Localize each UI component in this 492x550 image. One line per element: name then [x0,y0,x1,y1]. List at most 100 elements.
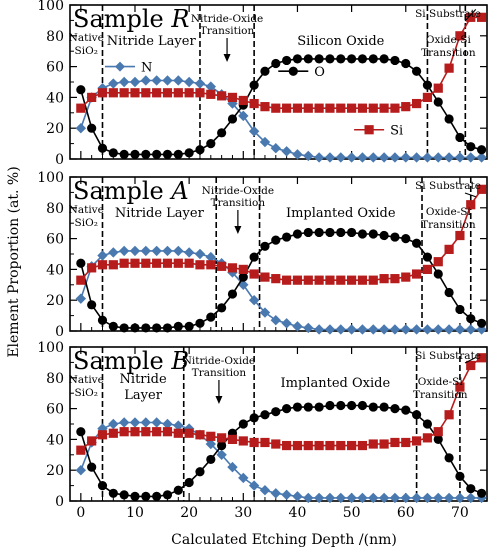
region-label-nox-transition: Nitride-Oxide [183,355,255,367]
point-O [152,491,162,501]
point-N [162,75,173,86]
region-label-native: Native [69,32,104,44]
point-N [227,98,238,109]
x-tick-label: 20 [180,505,198,521]
point-O [476,488,487,498]
point-N [443,324,455,335]
point-Si [206,89,216,99]
point-Si [238,264,248,274]
point-N [270,143,281,154]
y-tick-label: 60 [46,402,64,418]
region-label-native: Native [69,204,104,216]
y-axis-title: Element Proportion (at. %) [6,166,22,357]
point-O [152,149,162,159]
point-O [238,419,248,429]
point-O [206,312,216,322]
point-Si [357,275,368,285]
point-O [249,252,259,262]
point-Si [282,275,292,285]
point-Si [173,258,183,268]
point-Si [455,230,465,241]
point-O [303,54,313,64]
x-tick-label: 50 [343,505,361,521]
point-Si [466,200,476,210]
point-N [248,480,260,491]
point-N [129,76,141,88]
point-N [183,247,195,258]
point-N [129,417,141,428]
point-Si [292,103,303,113]
point-Si [444,244,454,254]
point-O [97,143,108,153]
region-label-osi-transition: Oxide-Si [426,206,472,218]
point-N [357,324,368,335]
point-O [336,54,346,64]
point-N [368,492,379,504]
point-Si [379,274,389,284]
point-O [162,149,173,159]
nox-arrow-head [223,54,231,62]
point-Si [390,437,400,448]
point-N [357,492,368,504]
substrate-arrow [464,8,477,22]
point-O [444,114,454,124]
point-Si [217,261,227,271]
point-N [465,492,476,504]
region-label-substrate: Si Substrate [415,180,481,192]
point-O [282,404,292,414]
point-O [476,145,487,155]
point-N [173,75,184,86]
point-N [140,417,152,428]
point-N [422,492,433,504]
y-tick-label: 100 [37,340,64,356]
point-N [292,321,303,332]
point-Si [87,263,97,273]
point-O [97,481,108,491]
point-N [378,492,390,504]
point-N [97,250,108,261]
point-N [324,152,336,163]
point-N [324,492,336,504]
point-Si [411,98,422,109]
point-Si [336,275,346,285]
nox-arrow-head [234,226,242,234]
point-N [205,438,217,450]
point-N [313,324,325,335]
point-N [248,126,260,137]
point-Si [119,88,129,98]
point-Si [141,88,151,98]
point-N [368,152,379,163]
point-O [162,323,173,333]
point-O [292,402,303,412]
y-tick-label: 100 [37,170,64,186]
point-N [422,324,433,335]
point-Si [476,353,487,363]
legend-Si-text: Si [390,124,403,139]
point-Si [401,437,411,448]
point-Si [314,440,324,451]
point-N [216,449,227,460]
region-label-oxide: Implanted Oxide [281,376,391,391]
point-O [444,453,454,463]
point-Si [325,103,335,113]
point-O [433,97,443,107]
point-Si [162,427,173,437]
point-N [205,81,217,92]
point-Si [476,184,487,194]
point-N [335,492,346,504]
point-Si [466,12,476,22]
point-N [389,152,401,163]
point-O [195,467,205,477]
point-O [314,227,324,238]
nox-arrow-head [215,396,223,404]
x-tick-label: 70 [451,505,469,521]
sample-title: Sample B [73,347,189,375]
region-label-nitride: Layer [124,388,162,403]
point-Si [162,88,173,98]
point-Si [303,440,313,451]
point-Si [162,258,173,268]
point-Si [401,272,411,282]
point-O [271,58,281,69]
point-Si [476,12,487,22]
